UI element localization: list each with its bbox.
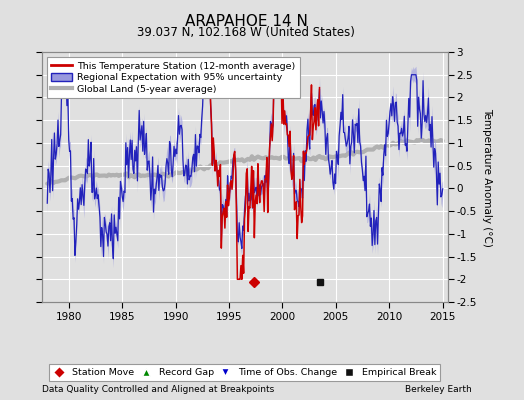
Text: 39.037 N, 102.168 W (United States): 39.037 N, 102.168 W (United States) [137,26,355,39]
Text: Berkeley Earth: Berkeley Earth [405,385,472,394]
Y-axis label: Temperature Anomaly (°C): Temperature Anomaly (°C) [482,108,492,246]
Text: ARAPAHOE 14 N: ARAPAHOE 14 N [185,14,308,29]
Legend: Station Move, Record Gap, Time of Obs. Change, Empirical Break: Station Move, Record Gap, Time of Obs. C… [49,364,441,381]
Text: Data Quality Controlled and Aligned at Breakpoints: Data Quality Controlled and Aligned at B… [42,385,274,394]
